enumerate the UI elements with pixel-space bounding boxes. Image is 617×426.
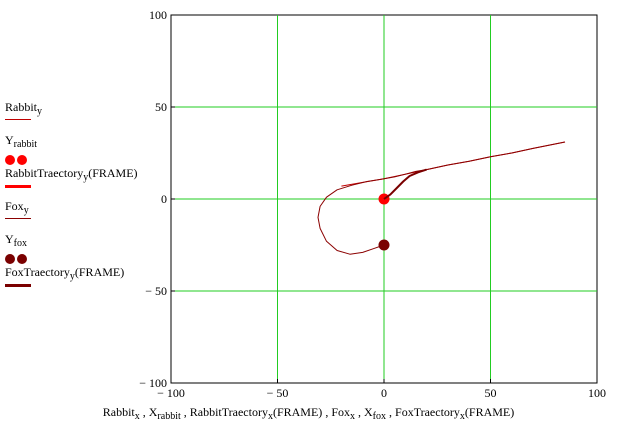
- tick-labels: − 100 − 50 0 50 100 − 100 − 50 0 50 100: [139, 8, 606, 400]
- x-axis-label-sub: x: [350, 411, 355, 422]
- x-tick-label: − 100: [157, 386, 185, 400]
- legend-dot-swatch: [5, 251, 29, 269]
- legend-entry: FoxTraectoryy(FRAME): [5, 265, 155, 298]
- x-axis-label-sub: x: [267, 411, 273, 422]
- series-foxtraectory-y-line: [383, 168, 427, 200]
- y-tick-label: 50: [155, 100, 167, 114]
- legend: Rabbity Yrabbit RabbitTraectoryy(FRAME) Fox…: [5, 100, 155, 298]
- x-tick-label: 100: [588, 386, 606, 400]
- x-axis-label-sep: ,: [322, 405, 332, 419]
- legend-label-suffix: (FRAME): [74, 265, 125, 279]
- legend-label-sub: rabbit: [13, 139, 37, 150]
- legend-label: Rabbity: [5, 100, 42, 117]
- legend-label-base: RabbitTraectory: [5, 166, 84, 180]
- legend-label-sub: y: [23, 205, 29, 216]
- legend-line-swatch: [5, 119, 31, 120]
- legend-line-swatch: [5, 284, 31, 287]
- x-tick-label: 0: [381, 386, 387, 400]
- x-axis-label: Rabbitx , Xrabbit , RabbitTraectoryx(FRA…: [102, 405, 515, 422]
- x-axis-label-base: X: [148, 405, 158, 419]
- x-axis-label-base: X: [364, 405, 373, 419]
- legend-line-swatch: [5, 185, 31, 188]
- x-axis-label-suffix: (FRAME): [272, 405, 323, 419]
- legend-label-suffix: (FRAME): [88, 166, 138, 180]
- legend-label-sub: fox: [13, 238, 28, 249]
- legend-label: Yfox: [5, 232, 27, 249]
- x-axis-label-sep: ,: [386, 405, 396, 419]
- x-tick-label: − 50: [267, 386, 289, 400]
- legend-label-base: Y: [5, 232, 14, 246]
- legend-label-sub: y: [83, 172, 89, 183]
- series-group: [317, 141, 566, 255]
- x-axis-label-suffix: (FRAME): [464, 405, 515, 419]
- legend-label-base: Fox: [5, 199, 24, 213]
- x-axis-label-sep: ,: [355, 405, 364, 419]
- x-axis-label-base: Fox: [331, 405, 350, 419]
- x-axis-label-sub: x: [134, 411, 140, 422]
- y-tick-label: − 50: [145, 284, 167, 298]
- legend-label: FoxTraectoryy(FRAME): [5, 265, 124, 282]
- legend-label: RabbitTraectoryy(FRAME): [5, 166, 138, 183]
- legend-label-sub: y: [69, 271, 75, 282]
- x-axis-label-sep: ,: [139, 405, 149, 419]
- legend-entry: Foxy: [5, 199, 155, 232]
- y-tick-label: − 100: [139, 376, 167, 390]
- x-axis-label-sep: ,: [180, 405, 190, 419]
- legend-entry: Yrabbit: [5, 133, 155, 166]
- x-axis-label-sub: rabbit: [157, 411, 181, 422]
- legend-entry: RabbitTraectoryy(FRAME): [5, 166, 155, 199]
- legend-dot: [17, 254, 27, 264]
- legend-entry: Yfox: [5, 232, 155, 265]
- legend-label-sub: y: [37, 106, 42, 117]
- legend-line-swatch: [5, 218, 31, 219]
- legend-label-base: FoxTraectory: [5, 265, 70, 279]
- x-tick-label: 50: [485, 386, 497, 400]
- x-axis-label-sub: x: [459, 411, 465, 422]
- legend-label-base: Y: [5, 133, 14, 147]
- legend-dot: [5, 155, 15, 165]
- legend-label-base: Rabbit: [5, 100, 37, 114]
- x-axis-label-base: Rabbit: [102, 405, 135, 419]
- x-axis-label-base: RabbitTraectory: [189, 405, 268, 419]
- x-axis-label-wrap: Rabbitx , Xrabbit , RabbitTraectoryx(FRA…: [0, 403, 617, 422]
- x-axis-label-base: FoxTraectory: [395, 405, 460, 419]
- legend-entry: Rabbity: [5, 100, 155, 133]
- legend-dot: [17, 155, 27, 165]
- legend-label: Foxy: [5, 199, 29, 216]
- series-fox-y-line: [317, 141, 566, 255]
- legend-dot: [5, 254, 15, 264]
- series-y-fox-point: [378, 239, 390, 251]
- legend-dot-swatch: [5, 152, 29, 170]
- x-axis-label-sub: fox: [372, 411, 387, 422]
- y-tick-label: 0: [161, 192, 167, 206]
- legend-label: Yrabbit: [5, 133, 37, 150]
- y-tick-label: 100: [149, 8, 167, 22]
